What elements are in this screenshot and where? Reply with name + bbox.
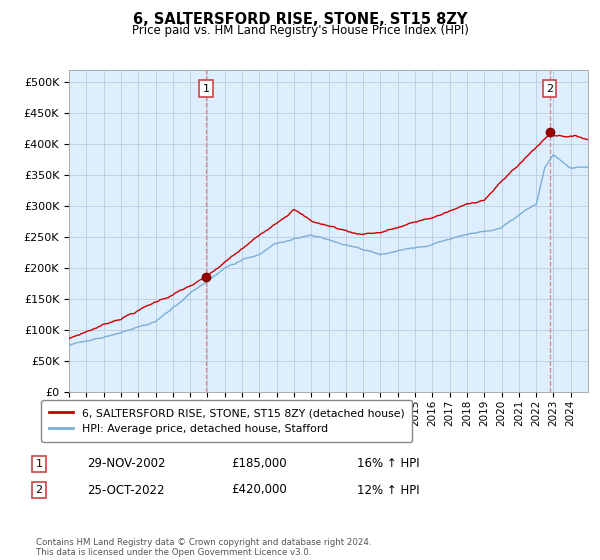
Text: 1: 1 <box>203 83 209 94</box>
Text: 12% ↑ HPI: 12% ↑ HPI <box>357 483 419 497</box>
Text: 6, SALTERSFORD RISE, STONE, ST15 8ZY: 6, SALTERSFORD RISE, STONE, ST15 8ZY <box>133 12 467 27</box>
Text: Contains HM Land Registry data © Crown copyright and database right 2024.
This d: Contains HM Land Registry data © Crown c… <box>36 538 371 557</box>
Text: 1: 1 <box>35 459 43 469</box>
Text: 16% ↑ HPI: 16% ↑ HPI <box>357 457 419 470</box>
Text: Price paid vs. HM Land Registry's House Price Index (HPI): Price paid vs. HM Land Registry's House … <box>131 24 469 37</box>
Text: 29-NOV-2002: 29-NOV-2002 <box>87 457 166 470</box>
Text: 2: 2 <box>35 485 43 495</box>
Legend: 6, SALTERSFORD RISE, STONE, ST15 8ZY (detached house), HPI: Average price, detac: 6, SALTERSFORD RISE, STONE, ST15 8ZY (de… <box>41 400 412 442</box>
Text: 25-OCT-2022: 25-OCT-2022 <box>87 483 164 497</box>
Text: £185,000: £185,000 <box>231 457 287 470</box>
Text: 2: 2 <box>546 83 553 94</box>
Text: £420,000: £420,000 <box>231 483 287 497</box>
